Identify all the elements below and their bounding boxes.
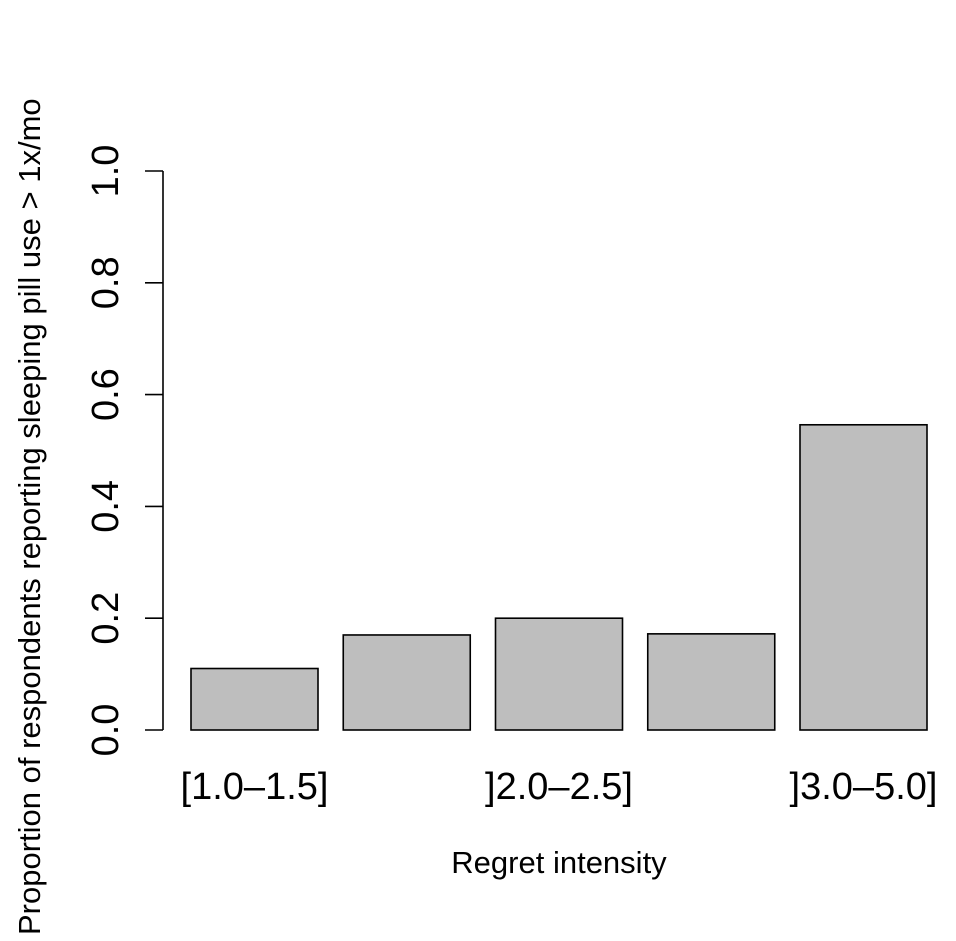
y-tick-label: 0.4 <box>85 480 127 533</box>
bar-4 <box>646 633 776 731</box>
y-tick-label: 0.8 <box>85 256 127 309</box>
bars-layer <box>190 423 928 731</box>
y-tick-label: 0.0 <box>85 704 127 757</box>
bar-5 <box>799 423 928 731</box>
bar-2 <box>342 634 472 731</box>
y-axis: 0.0 0.2 0.4 0.6 0.8 1.0 <box>85 145 164 757</box>
x-category-label: ]3.0–5.0] <box>790 766 938 808</box>
bar-3 <box>494 617 624 731</box>
x-axis-title: Regret intensity <box>451 845 667 880</box>
bar-1 <box>190 667 319 731</box>
y-tick-label: 1.0 <box>85 145 127 198</box>
y-tick-label: 0.6 <box>85 368 127 421</box>
x-category-label: ]2.0–2.5] <box>485 766 633 808</box>
x-category-label: [1.0–1.5] <box>181 766 329 808</box>
x-axis-labels: [1.0–1.5] ]2.0–2.5] ]3.0–5.0] <box>181 766 938 808</box>
y-tick-label: 0.2 <box>85 592 127 645</box>
y-axis-title: Proportion of respondents reporting slee… <box>12 98 47 935</box>
